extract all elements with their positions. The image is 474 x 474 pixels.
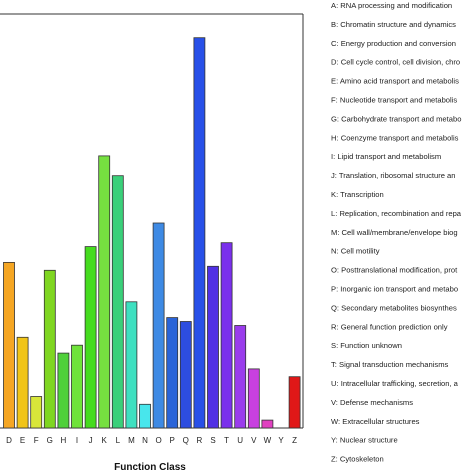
- bar-K: [98, 155, 111, 429]
- x-tick-label-R: R: [197, 436, 203, 445]
- x-tick-label-J: J: [89, 436, 93, 445]
- legend-entry: A: RNA processing and modification: [331, 1, 452, 10]
- legend-entry: Z: Cytoskeleton: [331, 455, 384, 464]
- bar-P: [166, 317, 179, 429]
- x-tick-label-L: L: [116, 436, 121, 445]
- bar-H: [57, 352, 70, 429]
- x-tick-label-I: I: [76, 436, 78, 445]
- bar-E: [16, 336, 29, 429]
- legend-entry: W: Extracellular structures: [331, 417, 420, 426]
- x-tick-label-E: E: [20, 436, 25, 445]
- x-tick-label-W: W: [264, 436, 272, 445]
- x-tick-label-V: V: [251, 436, 257, 445]
- legend-entry: R: General function prediction only: [331, 322, 448, 331]
- bar-R: [193, 37, 206, 429]
- bar-T: [220, 242, 233, 429]
- bar-L: [111, 175, 124, 429]
- x-tick-label-N: N: [142, 436, 148, 445]
- x-tick-label-D: D: [6, 436, 12, 445]
- bar-V: [247, 368, 260, 429]
- x-tick-label-Y: Y: [278, 436, 284, 445]
- bar-U: [234, 325, 247, 429]
- legend-entry: S: Function unknown: [331, 341, 402, 350]
- legend-entry: B: Chromatin structure and dynamics: [331, 20, 456, 29]
- legend-entry: Y: Nuclear structure: [331, 436, 398, 445]
- bar-M: [125, 301, 138, 429]
- x-tick-label-Z: Z: [292, 436, 297, 445]
- x-tick-label-G: G: [47, 436, 53, 445]
- legend-entry: K: Transcription: [331, 190, 384, 199]
- bars-group: [3, 37, 301, 429]
- legend-entry: N: Cell motility: [331, 247, 380, 256]
- x-tick-label-M: M: [128, 436, 135, 445]
- bar-I: [71, 344, 83, 429]
- legend-entry: Q: Secondary metabolites biosynthes: [331, 303, 457, 312]
- bar-Q: [179, 321, 192, 429]
- bar-S: [207, 265, 219, 429]
- bar-W: [261, 419, 274, 429]
- legend-entry: P: Inorganic ion transport and metabo: [331, 285, 458, 294]
- bar-N: [139, 403, 151, 429]
- bar-F: [30, 396, 43, 429]
- legend-entry: O: Posttranslational modification, prot: [331, 266, 458, 275]
- x-axis-title: Function Class: [114, 462, 186, 473]
- legend-entry: G: Carbohydrate transport and metabo: [331, 114, 461, 123]
- legend-entry: E: Amino acid transport and metabolis: [331, 77, 459, 86]
- x-tick-label-O: O: [155, 436, 161, 445]
- bar-Z: [288, 376, 301, 429]
- bar-J: [84, 246, 97, 429]
- x-tick-label-Q: Q: [183, 436, 189, 445]
- x-tick-label-F: F: [34, 436, 39, 445]
- x-tick-label-U: U: [237, 436, 243, 445]
- legend-entry: H: Coenzyme transport and metabolis: [331, 133, 459, 142]
- legend: A: RNA processing and modification B: Chr…: [331, 1, 462, 464]
- x-tick-label-T: T: [224, 436, 229, 445]
- x-tick-label-H: H: [61, 436, 67, 445]
- legend-entry: M: Cell wall/membrane/envelope biog: [331, 228, 458, 237]
- x-tick-label-S: S: [210, 436, 215, 445]
- bar-O: [152, 222, 165, 429]
- x-tick-label-P: P: [170, 436, 175, 445]
- legend-entry: U: Intracellular trafficking, secretion,…: [331, 379, 459, 388]
- legend-entry: I: Lipid transport and metabolism: [331, 152, 441, 161]
- x-tick-label-K: K: [102, 436, 108, 445]
- legend-entry: J: Translation, ribosomal structure an: [331, 171, 456, 180]
- legend-entry: V: Defense mechanisms: [331, 398, 413, 407]
- legend-entry: D: Cell cycle control, cell division, ch…: [331, 58, 460, 67]
- bar-G: [43, 269, 56, 429]
- bar-D: [3, 261, 15, 429]
- legend-entry: L: Replication, recombination and repa: [331, 209, 462, 218]
- legend-entry: T: Signal transduction mechanisms: [331, 360, 449, 369]
- legend-entry: F: Nucleotide transport and metabolis: [331, 96, 457, 105]
- legend-entry: C: Energy production and conversion: [331, 39, 456, 48]
